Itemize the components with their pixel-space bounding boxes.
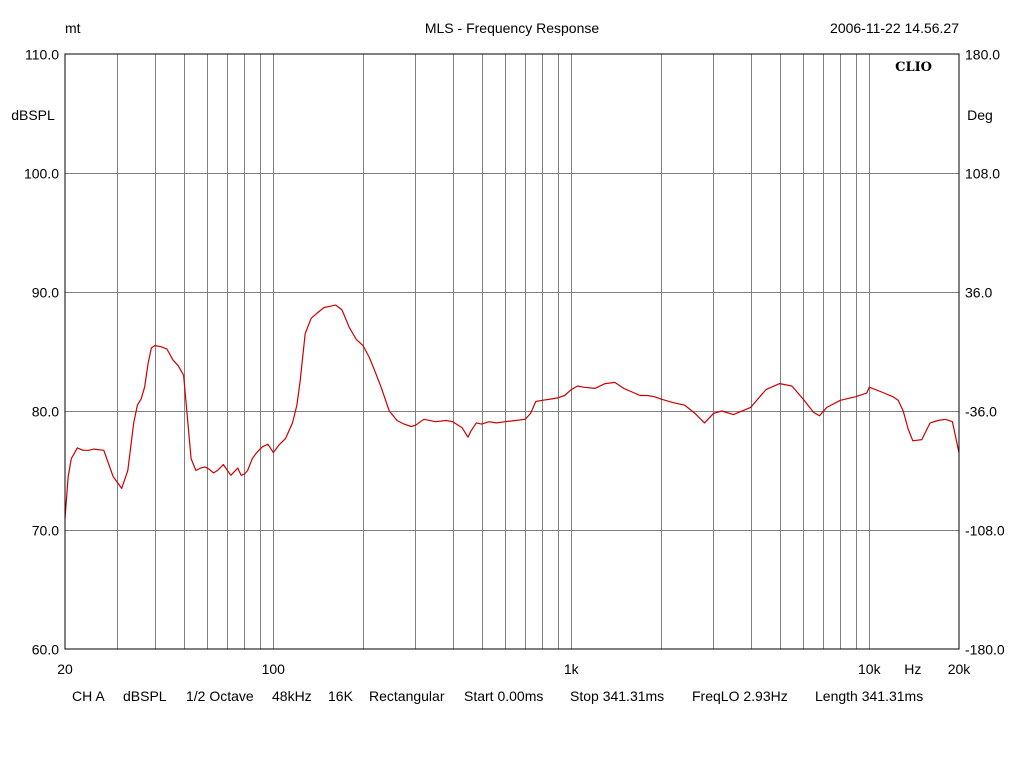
y-tick-label: 80.0 bbox=[32, 404, 59, 420]
footer-item: 48kHz bbox=[272, 688, 312, 704]
y-axis-right-label: Deg bbox=[967, 107, 993, 123]
timestamp: 2006-11-22 14.56.27 bbox=[830, 20, 959, 36]
footer-item: Stop 341.31ms bbox=[570, 688, 664, 704]
plot-frame bbox=[64, 53, 960, 650]
footer-item: Rectangular bbox=[369, 688, 445, 704]
y2-tick-label: 180.0 bbox=[965, 47, 1000, 63]
x-tick-label: 1k bbox=[564, 661, 580, 677]
grid bbox=[65, 54, 959, 649]
x-tick-label: 10k bbox=[858, 661, 882, 677]
y-tick-label: 70.0 bbox=[32, 523, 59, 539]
x-tick-label: 100 bbox=[262, 661, 286, 677]
x-tick-label: Hz bbox=[904, 661, 921, 677]
y-tick-label: 90.0 bbox=[32, 285, 59, 301]
footer-item: 16K bbox=[328, 688, 354, 704]
footer-item: dBSPL bbox=[123, 688, 167, 704]
y2-tick-label: 36.0 bbox=[965, 285, 992, 301]
y2-tick-label: -180.0 bbox=[965, 642, 1005, 658]
clio-brand-label: CLIO bbox=[895, 60, 932, 75]
chart-title: MLS - Frequency Response bbox=[425, 20, 600, 36]
series-line bbox=[64, 304, 960, 519]
footer-item: 1/2 Octave bbox=[186, 688, 254, 704]
footer-item: FreqLO 2.93Hz bbox=[692, 688, 788, 704]
header-left-label: mt bbox=[65, 20, 81, 36]
footer-item: Start 0.00ms bbox=[464, 688, 543, 704]
y-axis-left-label: dBSPL bbox=[11, 107, 55, 123]
y2-tick-label: -108.0 bbox=[965, 523, 1005, 539]
x-tick-label: 20 bbox=[57, 661, 73, 677]
footer-item: Length 341.31ms bbox=[815, 688, 923, 704]
y2-tick-label: -36.0 bbox=[965, 404, 997, 420]
y-tick-label: 60.0 bbox=[32, 642, 59, 658]
y-tick-label: 100.0 bbox=[24, 166, 59, 182]
footer-status: CH A dBSPL 1/2 Octave 48kHz 16K Rectangular St… bbox=[72, 688, 923, 704]
y-tick-label: 110.0 bbox=[25, 47, 59, 63]
footer-item: CH A bbox=[72, 688, 105, 704]
tick-labels: 110.0 180.0 100.0 108.0 90.0 36.0 80.0 -36.0 70.… bbox=[24, 47, 1005, 678]
series bbox=[64, 304, 960, 519]
x-tick-label: 20k bbox=[948, 661, 972, 677]
y2-tick-label: 108.0 bbox=[965, 166, 1000, 182]
